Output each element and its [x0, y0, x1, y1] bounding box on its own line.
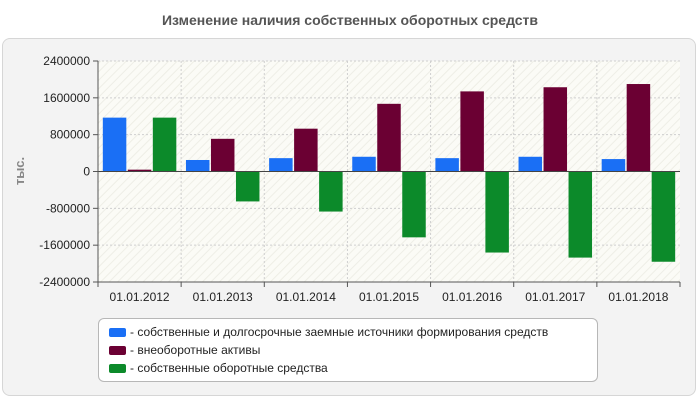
bar [235, 171, 260, 202]
legend-label: - собственные и долгосрочные заемные ист… [130, 325, 549, 339]
legend-swatch [109, 363, 126, 373]
x-tick-label: 01.01.2018 [608, 290, 668, 304]
bar [210, 138, 235, 172]
bar [543, 87, 568, 172]
bar [568, 171, 593, 258]
bar [485, 171, 509, 253]
bar [102, 117, 127, 172]
x-tick-label: 01.01.2014 [276, 290, 336, 304]
legend-label: - собственные оборотные средства [130, 361, 328, 375]
y-tick-label: 2400000 [43, 54, 90, 68]
y-tick-label: -1600000 [39, 238, 90, 252]
bar [377, 103, 401, 172]
bar [518, 156, 543, 172]
legend-item: - собственные оборотные средства [109, 359, 587, 377]
bar [127, 169, 152, 172]
bar [435, 158, 459, 172]
y-tick-label: 800000 [50, 128, 90, 142]
legend-item: - собственные и долгосрочные заемные ист… [109, 323, 587, 341]
y-tick-label: 0 [83, 165, 90, 179]
bar [269, 158, 293, 172]
bar [402, 171, 426, 238]
bar [626, 84, 651, 172]
x-tick-label: 01.01.2013 [193, 290, 253, 304]
legend: - собственные и долгосрочные заемные ист… [98, 318, 598, 382]
y-tick-label: -800000 [46, 201, 90, 215]
bar [294, 128, 318, 172]
y-tick-label: -2400000 [39, 275, 90, 289]
legend-item: - внеоборотные активы [109, 341, 587, 359]
y-axis-label: тыс. [12, 157, 27, 185]
bar [319, 171, 343, 212]
bar [601, 159, 626, 172]
bar [185, 159, 210, 172]
x-tick-label: 01.01.2017 [525, 290, 585, 304]
bar [651, 171, 676, 262]
legend-swatch [109, 327, 126, 337]
x-tick-label: 01.01.2015 [359, 290, 419, 304]
legend-swatch [109, 345, 126, 355]
x-tick-label: 01.01.2012 [110, 290, 170, 304]
y-tick-label: 1600000 [43, 91, 90, 105]
chart-title: Изменение наличия собственных оборотных … [161, 12, 539, 28]
bar [460, 91, 484, 172]
bar [352, 156, 376, 172]
legend-label: - внеоборотные активы [130, 343, 261, 357]
bar [152, 117, 177, 172]
x-tick-label: 01.01.2016 [442, 290, 502, 304]
